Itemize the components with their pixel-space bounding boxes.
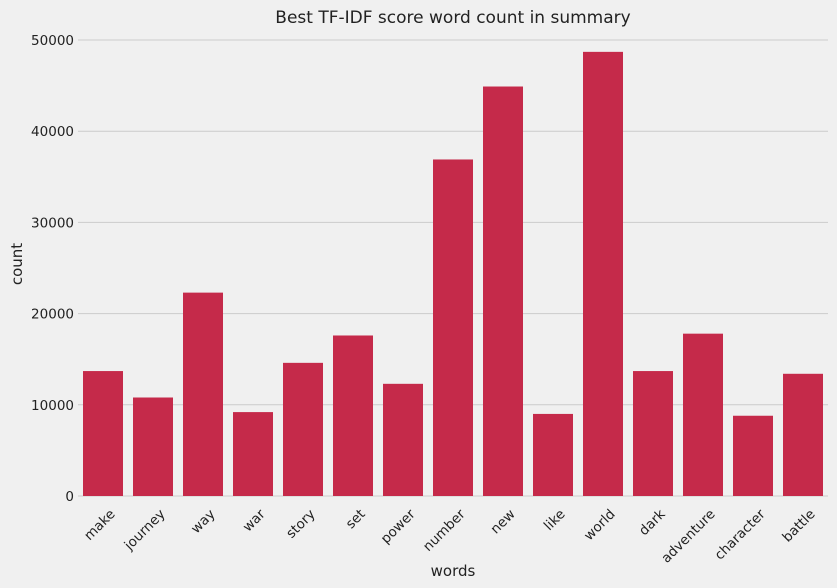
bar-new — [483, 86, 523, 497]
bar-character — [733, 415, 773, 496]
bar-make — [83, 371, 123, 496]
x-axis-label: words — [431, 562, 476, 580]
bar-like — [533, 413, 573, 496]
bar-battle — [783, 373, 823, 496]
y-tick-label-0: 0 — [65, 489, 74, 505]
bar-adventure — [683, 333, 723, 496]
bar-war — [233, 412, 273, 496]
y-tick-label-4: 40000 — [31, 124, 74, 140]
y-tick-label-2: 20000 — [31, 307, 74, 323]
y-tick-label-3: 30000 — [31, 215, 74, 231]
bar-story — [283, 362, 323, 496]
y-tick-labels: 0 10000 20000 30000 40000 50000 — [31, 33, 74, 505]
chart-title: Best TF-IDF score word count in summary — [275, 8, 630, 28]
bar-number — [433, 159, 473, 497]
bar-dark — [633, 371, 673, 496]
bar-set — [333, 335, 373, 496]
bar-power — [383, 383, 423, 496]
bars — [83, 51, 823, 497]
bar-world — [583, 51, 623, 497]
bar-journey — [133, 397, 173, 496]
y-axis-label: count — [8, 243, 26, 285]
y-tick-label-1: 10000 — [31, 398, 74, 414]
y-tick-label-5: 50000 — [31, 33, 74, 49]
bar-way — [183, 292, 223, 496]
